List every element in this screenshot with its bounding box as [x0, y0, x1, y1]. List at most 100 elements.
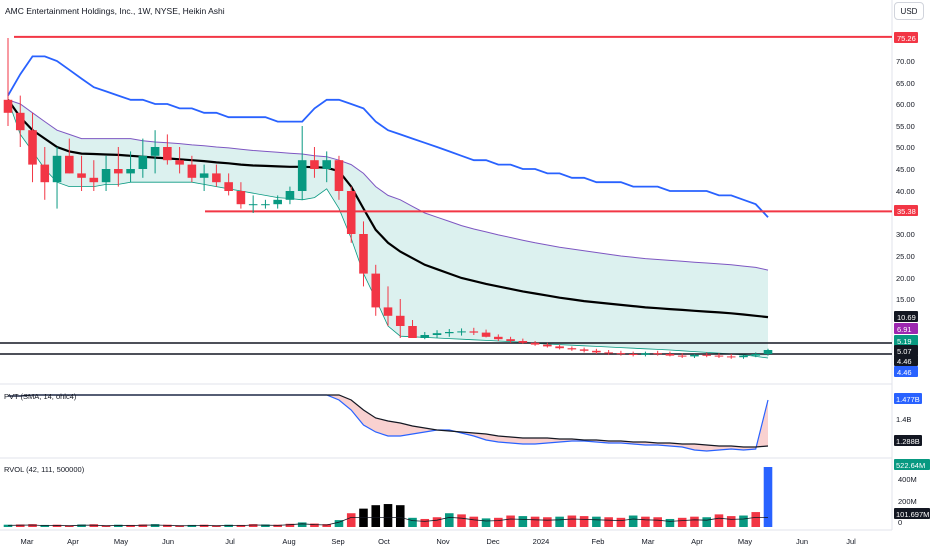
time-axis-label: Feb — [592, 537, 605, 546]
price-tick-label: 65.00 — [896, 79, 915, 88]
rvol-bar — [15, 524, 25, 527]
price-badge-label: 4.46 — [897, 357, 912, 366]
rvol-bar — [592, 516, 601, 527]
time-axis-label: May — [738, 537, 752, 546]
candle-body — [395, 315, 405, 326]
candle-body — [726, 356, 736, 358]
candle-body — [126, 169, 135, 174]
rvol-bar — [518, 516, 528, 527]
candle-body — [3, 99, 13, 113]
price-badge — [894, 366, 918, 377]
rvol-bar — [432, 517, 442, 527]
candle-body — [751, 354, 761, 356]
price-tick-label: 25.00 — [896, 252, 915, 261]
pvt-signal-line — [8, 394, 769, 448]
rvol-bar — [481, 518, 491, 527]
rvol-bar — [322, 524, 331, 527]
candle-body — [543, 344, 552, 347]
candle-body — [445, 332, 454, 334]
basis-line — [7, 99, 769, 319]
candles — [3, 38, 773, 359]
currency-button[interactable]: USD — [894, 2, 924, 20]
candle-body — [346, 191, 356, 234]
candle-body — [494, 336, 503, 340]
rvol-bar — [567, 515, 577, 527]
band-fill — [8, 99, 768, 359]
candle-body — [236, 191, 246, 205]
rvol-legend[interactable]: RVOL (42, 111, 500000) — [4, 465, 85, 474]
rvol-bar — [199, 524, 209, 527]
time-axis-label: Sep — [331, 537, 344, 546]
rvol-bar — [138, 524, 148, 527]
time-axis-label: Apr — [691, 537, 703, 546]
candle-body — [175, 160, 184, 165]
price-tick-label: 60.00 — [896, 100, 915, 109]
rvol-bar — [530, 516, 540, 527]
rvol-bar — [52, 524, 62, 527]
candle-body — [114, 169, 123, 174]
time-axis-label: Jun — [796, 537, 808, 546]
candle-body — [334, 160, 344, 191]
rvol-bar — [763, 467, 773, 527]
price-badge-label: 6.91 — [897, 325, 912, 334]
candle-body — [383, 307, 393, 316]
price-tick-label: 50.00 — [896, 143, 915, 152]
pvt-legend[interactable]: PVT (SMA, 14, ohlc4) — [4, 392, 77, 401]
price-badge — [894, 205, 918, 216]
candle-body — [199, 173, 209, 178]
rvol-bar — [628, 515, 638, 527]
rvol-badge-label: 101.697M — [896, 510, 929, 519]
rvol-bar — [248, 524, 258, 527]
rvol-bar — [690, 516, 699, 527]
candle-body — [261, 204, 270, 206]
time-axis-label: Apr — [67, 537, 79, 546]
rvol-pane — [3, 467, 773, 527]
rvol-bar — [677, 517, 687, 527]
price-badge-label: 75.26 — [897, 34, 916, 43]
candle-body — [150, 147, 160, 156]
rvol-bar — [469, 516, 479, 527]
candle-body — [420, 335, 430, 338]
rvol-tick-label: 0 — [898, 518, 902, 527]
candle-body — [677, 355, 687, 357]
price-tick-label: 20.00 — [896, 274, 915, 283]
price-tick-label: 40.00 — [896, 187, 915, 196]
candle-body — [457, 331, 466, 333]
price-badge — [894, 345, 918, 356]
time-axis: Mar Apr May Jun Jul Aug Sep Oct Nov Dec 2024 Feb Mar… — [21, 537, 857, 546]
candle-body — [224, 182, 233, 191]
pvt-fill — [8, 395, 768, 451]
time-axis-label: Dec — [486, 537, 500, 546]
price-tick-label: 15.00 — [896, 295, 915, 304]
pvt-badge — [894, 435, 922, 446]
candle-body — [567, 348, 577, 350]
candle-body — [163, 147, 172, 161]
candle-body — [665, 354, 675, 356]
candle-body — [310, 160, 319, 169]
time-axis-label: Mar — [21, 537, 34, 546]
price-tick-label: 45.00 — [896, 165, 915, 174]
rvol-badge — [894, 459, 930, 470]
candle-body — [714, 355, 724, 357]
candle-body — [212, 173, 221, 183]
candle-body — [518, 341, 528, 343]
candle-body — [77, 173, 86, 178]
candle-body — [690, 354, 699, 357]
price-badge-label: 5.07 — [897, 347, 912, 356]
price-badge — [894, 32, 918, 43]
pvt-badge-label: 1.477B — [896, 395, 920, 404]
rvol-tick-label: 200M — [898, 497, 917, 506]
candle-body — [359, 234, 368, 274]
horizontal-levels[interactable] — [0, 35, 892, 355]
rvol-bar — [163, 524, 172, 527]
upper-band-line — [7, 55, 769, 218]
rvol-bar — [653, 517, 662, 527]
candle-body — [432, 333, 442, 335]
candle-body — [506, 339, 515, 341]
time-axis-label: Mar — [642, 537, 655, 546]
time-axis-label: Aug — [282, 537, 295, 546]
candle-body — [40, 164, 50, 183]
price-badge — [894, 335, 918, 346]
candle-body — [187, 164, 197, 178]
